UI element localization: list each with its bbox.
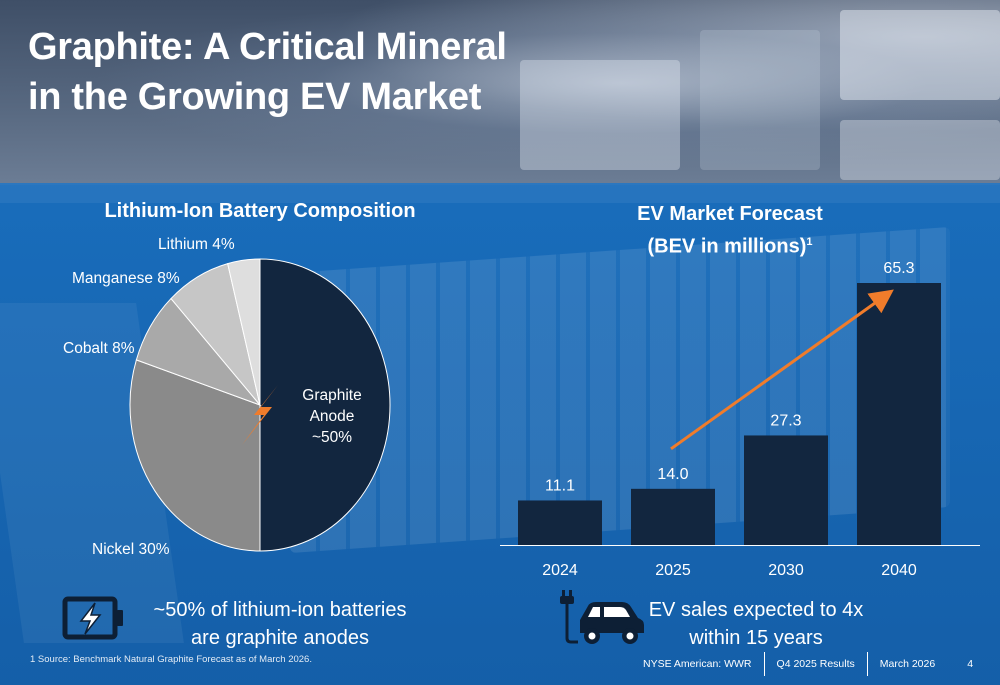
graphite-label-line-3: ~50% [311, 429, 353, 446]
background-photo-top [0, 0, 1000, 185]
footer-divider [763, 652, 765, 676]
title-line-2: in the Growing EV Market [28, 76, 482, 118]
x-tick-label-2040: 2040 [881, 562, 917, 579]
background-stripe [0, 183, 1000, 203]
footer-report: Q4 2025 Results [776, 658, 855, 670]
callout-graphite-share: ~50% of lithium-ion batteries are graphi… [140, 596, 420, 652]
battery-composition-pie-chart [129, 258, 391, 552]
background-machine-shape [520, 60, 680, 170]
callout-right-line-2: within 15 years [689, 627, 823, 649]
bar-heading-line-2: (BEV in millions)1 [580, 228, 880, 261]
bar-2024 [518, 500, 602, 545]
page-number: 4 [967, 658, 974, 670]
footer-ticker: NYSE American: WWR [643, 658, 752, 670]
pie-label-lithium: Lithium 4% [158, 236, 235, 253]
callout-right-line-1: EV sales expected to 4x [648, 599, 864, 621]
graphite-label-line-2: Anode [309, 408, 355, 425]
graphite-label-line-1: Graphite [302, 387, 362, 404]
callout-ev-growth: EV sales expected to 4x within 15 years [636, 596, 876, 652]
background-machine-shape [700, 30, 820, 170]
bar-2040 [857, 283, 941, 545]
footer-date: March 2026 [879, 658, 936, 670]
callout-left-line-1: ~50% of lithium-ion batteries [153, 599, 407, 621]
growth-trend-arrow [670, 289, 894, 451]
electric-car-icon [560, 590, 644, 644]
x-tick-label-2030: 2030 [768, 562, 804, 579]
bar-value-label-2025: 14.0 [657, 466, 688, 483]
background-machine-shape [840, 120, 1000, 180]
bar-heading-line-1: EV Market Forecast [637, 203, 823, 225]
background-machine-shape [840, 10, 1000, 100]
lightning-bolt-icon [242, 385, 278, 445]
title-line-1: Graphite: A Critical Mineral [28, 26, 507, 68]
bar-value-label-2024: 11.1 [545, 477, 575, 494]
bar-chart-heading: EV Market Forecast (BEV in millions)1 [580, 200, 880, 261]
x-tick-label-2024: 2024 [542, 562, 578, 579]
pie-slice-nickel [129, 359, 261, 552]
battery-charging-icon [62, 596, 123, 640]
pie-slice-lithium [227, 258, 261, 406]
bar-2025 [631, 488, 715, 545]
pie-label-cobalt: Cobalt 8% [63, 340, 135, 357]
footer-bar: NYSE American: WWR Q4 2025 Results March… [643, 652, 973, 676]
pie-label-manganese: Manganese 8% [72, 270, 180, 287]
ev-forecast-bar-chart: 11.1 2024 14.0 2025 27.3 2030 65.3 2040 [500, 260, 980, 579]
bar-2030 [744, 435, 828, 545]
pie-chart-heading: Lithium-Ion Battery Composition [104, 200, 416, 222]
pie-label-nickel: Nickel 30% [92, 541, 170, 558]
source-footnote: 1 Source: Benchmark Natural Graphite For… [30, 654, 312, 665]
footer-divider [866, 652, 868, 676]
bar-value-label-2040: 65.3 [883, 260, 914, 277]
pie-slice-graphite-anode [259, 258, 391, 552]
bar-heading-footnote-marker: 1 [806, 236, 813, 248]
x-tick-label-2025: 2025 [655, 562, 691, 579]
bar-value-label-2030: 27.3 [770, 412, 801, 429]
pie-label-graphite-anode: Graphite Anode ~50% [290, 385, 374, 448]
callout-left-line-2: are graphite anodes [191, 627, 369, 649]
bar-heading-line-2-text: (BEV in millions) [647, 235, 807, 258]
page-title: Graphite: A Critical Mineral in the Grow… [28, 22, 507, 122]
